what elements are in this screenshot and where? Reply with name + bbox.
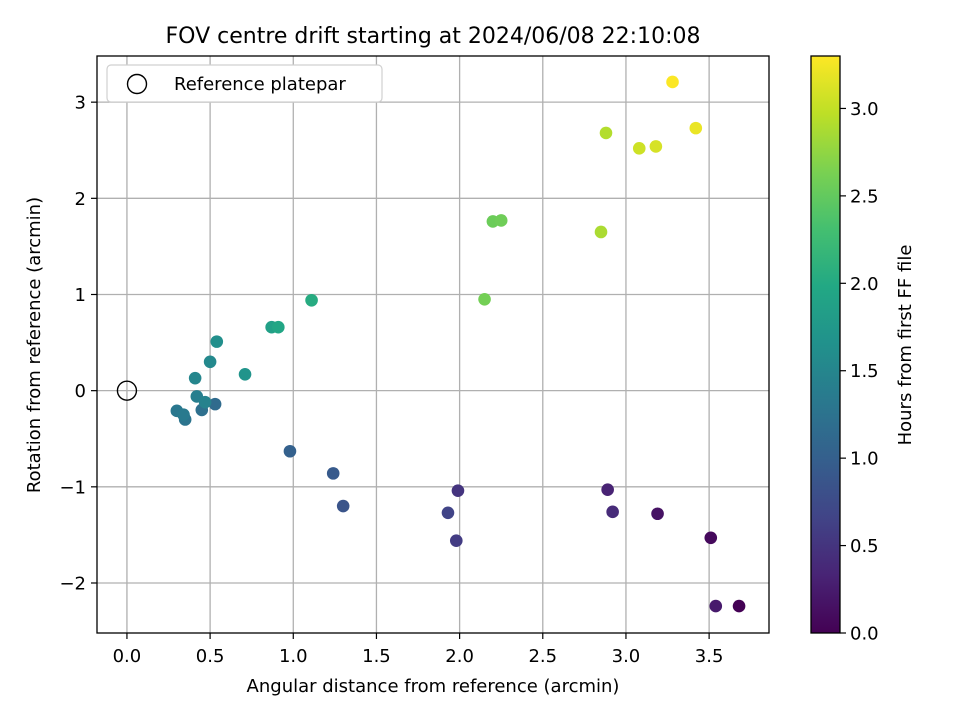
- data-point-34: [666, 75, 679, 89]
- data-point-1: [704, 531, 718, 545]
- colorbar-gradient: [811, 56, 840, 633]
- data-point-31: [632, 142, 646, 155]
- data-point-16: [177, 408, 190, 422]
- x-tick-label: 3.0: [612, 646, 641, 667]
- data-point-20: [203, 355, 217, 369]
- y-tick-label: 3: [75, 93, 86, 114]
- data-points: [170, 75, 746, 613]
- chart-title: FOV centre drift starting at 2024/06/08 …: [166, 24, 701, 49]
- data-point-5: [606, 505, 619, 519]
- plot-frame: [96, 55, 770, 634]
- y-tick-label: 1: [75, 285, 86, 306]
- colorbar-tick-label: 1.5: [850, 361, 879, 382]
- data-point-30: [599, 126, 613, 140]
- colorbar: 0.0 0.5 1.0 1.5 2.0 2.5 3.0 Hours from first F…: [810, 55, 916, 645]
- colorbar-tick-label: 3.0: [850, 99, 879, 120]
- data-point-7: [449, 534, 463, 547]
- data-point-8: [441, 506, 455, 520]
- data-point-19: [188, 371, 202, 385]
- colorbar-tick-label: 2.0: [850, 274, 879, 295]
- y-axis-ticks: −2 −1 0 1 2 3: [59, 93, 97, 594]
- y-tick-label: 0: [75, 381, 86, 402]
- data-point-21: [210, 335, 224, 348]
- data-point-2: [651, 507, 664, 521]
- y-tick-label: −1: [59, 477, 86, 498]
- colorbar-label: Hours from first FF file: [895, 245, 916, 446]
- x-tick-label: 0.5: [196, 646, 225, 667]
- legend: Reference platepar: [106, 64, 383, 103]
- data-point-0: [732, 599, 746, 613]
- colorbar-tick-label: 2.5: [850, 186, 879, 207]
- data-point-33: [689, 121, 703, 135]
- data-point-10: [326, 467, 340, 480]
- data-point-25: [305, 293, 318, 307]
- data-point-6: [451, 484, 465, 497]
- data-point-24: [272, 320, 285, 334]
- x-tick-label: 1.0: [279, 646, 308, 667]
- y-tick-label: −2: [59, 573, 86, 594]
- y-axis-label: Rotation from reference (arcmin): [24, 197, 45, 493]
- colorbar-tick-label: 0.5: [850, 536, 879, 557]
- data-point-22: [238, 368, 252, 381]
- reference-platepar-marker: [116, 380, 138, 401]
- x-tick-label: 2.0: [445, 646, 474, 667]
- legend-label: Reference platepar: [174, 74, 346, 95]
- legend-marker-open-circle: [126, 73, 148, 95]
- data-point-18: [198, 395, 212, 409]
- data-point-29: [594, 225, 608, 239]
- colorbar-tick-label: 1.0: [850, 449, 879, 470]
- x-tick-label: 2.5: [528, 646, 557, 667]
- reference-marker-group: [116, 380, 138, 401]
- x-axis-label: Angular distance from reference (arcmin): [247, 676, 620, 697]
- x-axis-ticks: 0.0 0.5 1.0 1.5 2.0 2.5 3.0 3.5: [113, 633, 724, 667]
- data-point-4: [601, 483, 614, 497]
- data-point-11: [283, 444, 297, 458]
- data-point-26: [478, 293, 491, 306]
- x-tick-label: 1.5: [362, 646, 391, 667]
- x-tick-label: 3.5: [695, 646, 724, 667]
- colorbar-frame: [810, 55, 841, 634]
- y-tick-label: 2: [75, 189, 86, 210]
- colorbar-tick-label: 0.0: [850, 624, 879, 645]
- data-point-3: [709, 599, 723, 613]
- legend-box: [106, 64, 383, 103]
- data-point-12: [208, 397, 222, 411]
- data-point-32: [649, 140, 663, 153]
- data-point-28: [494, 214, 508, 227]
- x-tick-label: 0.0: [113, 646, 142, 667]
- colorbar-ticks: 0.0 0.5 1.0 1.5 2.0 2.5 3.0: [840, 99, 879, 645]
- data-point-9: [336, 499, 350, 513]
- grid: [97, 56, 769, 633]
